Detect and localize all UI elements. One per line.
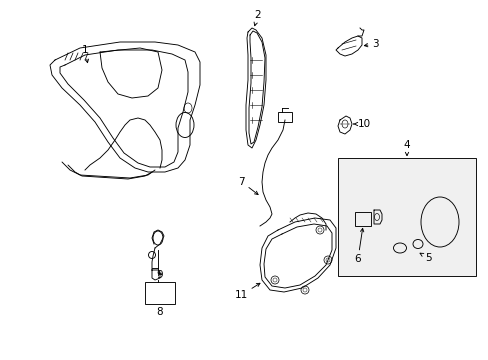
Text: 10: 10 [353,119,370,129]
Text: 7: 7 [238,177,258,194]
Bar [145,282,175,304]
Text: 1: 1 [81,45,88,63]
Bar [354,212,370,226]
Text: 11: 11 [234,283,260,300]
Text: 5: 5 [419,253,431,263]
Text: 9: 9 [156,270,163,280]
Text: 2: 2 [254,10,261,26]
Text: 8: 8 [156,307,163,317]
Bar [337,158,475,276]
Text: 4: 4 [403,140,409,156]
Text: 3: 3 [364,39,378,49]
Bar [278,112,291,122]
Text: 6: 6 [354,228,363,264]
